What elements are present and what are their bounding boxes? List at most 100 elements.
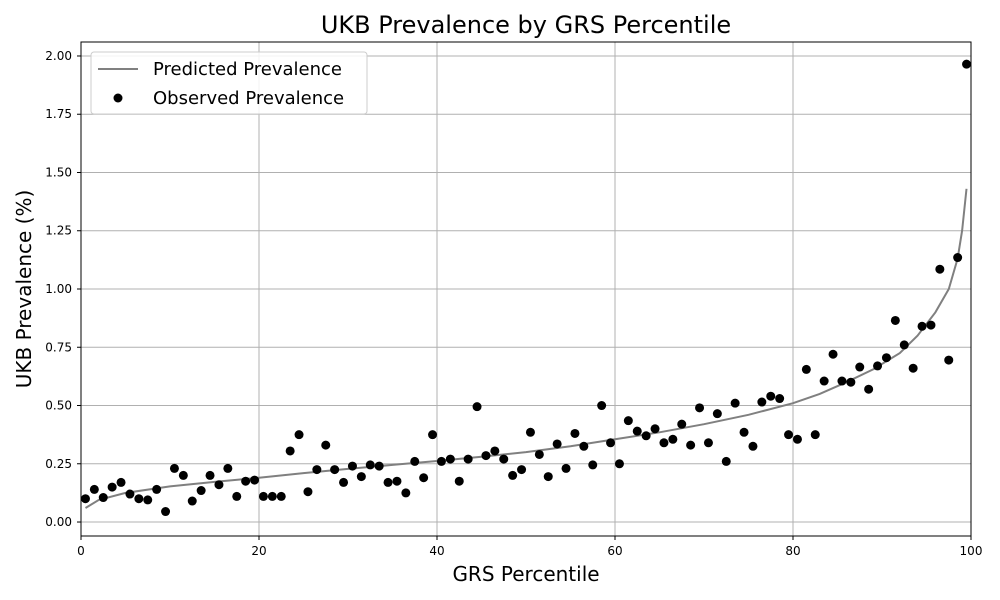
observed-point xyxy=(294,430,304,440)
observed-point xyxy=(855,362,865,372)
x-axis-label: GRS Percentile xyxy=(452,562,599,586)
observed-point xyxy=(766,391,776,401)
observed-point xyxy=(792,434,802,444)
observed-point xyxy=(428,430,438,440)
observed-point xyxy=(730,398,740,408)
y-tick-label: 0.25 xyxy=(45,457,72,471)
legend-label-observed: Observed Prevalence xyxy=(153,88,344,109)
observed-point xyxy=(178,470,188,480)
observed-point xyxy=(828,349,838,359)
observed-point xyxy=(846,377,856,387)
observed-point xyxy=(712,409,722,419)
observed-point xyxy=(837,376,847,386)
observed-point xyxy=(258,491,268,501)
observed-point xyxy=(80,494,90,504)
observed-point xyxy=(757,397,767,407)
observed-point xyxy=(410,456,420,466)
observed-point xyxy=(321,440,331,450)
observed-point xyxy=(125,489,135,499)
observed-point xyxy=(552,439,562,449)
y-tick-label: 1.50 xyxy=(45,165,72,179)
observed-point xyxy=(472,402,482,412)
observed-point xyxy=(873,361,883,371)
y-tick-label: 1.00 xyxy=(45,282,72,296)
observed-point xyxy=(339,477,349,487)
observed-point xyxy=(703,438,713,448)
observed-point xyxy=(926,320,936,330)
observed-point xyxy=(401,488,411,498)
observed-point xyxy=(134,494,144,504)
legend-label-predicted: Predicted Prevalence xyxy=(153,59,342,80)
observed-point xyxy=(775,394,785,404)
y-tick-label: 0.50 xyxy=(45,399,72,413)
observed-point xyxy=(579,441,589,451)
chart-title: UKB Prevalence by GRS Percentile xyxy=(321,11,731,39)
observed-point xyxy=(801,364,811,374)
observed-point xyxy=(365,460,375,470)
y-tick-label: 2.00 xyxy=(45,49,72,63)
observed-point xyxy=(944,355,954,365)
observed-point xyxy=(223,463,233,473)
observed-point xyxy=(614,459,624,469)
observed-point xyxy=(864,384,874,394)
observed-point xyxy=(659,438,669,448)
observed-point xyxy=(899,340,909,350)
observed-point xyxy=(543,472,553,482)
observed-point xyxy=(205,470,215,480)
observed-point xyxy=(392,476,402,486)
observed-point xyxy=(695,403,705,413)
observed-point xyxy=(107,482,117,492)
observed-point xyxy=(98,493,108,503)
observed-point xyxy=(436,456,446,466)
observed-point xyxy=(917,321,927,331)
legend: Predicted Prevalence Observed Prevalence xyxy=(90,51,368,115)
observed-point xyxy=(686,440,696,450)
observed-point xyxy=(908,363,918,373)
observed-point xyxy=(641,431,651,441)
observed-point xyxy=(169,463,179,473)
observed-point xyxy=(819,376,829,386)
observed-point xyxy=(632,426,642,436)
observed-point xyxy=(276,491,286,501)
observed-point xyxy=(668,434,678,444)
observed-point xyxy=(739,427,749,437)
observed-point xyxy=(89,484,99,494)
observed-point xyxy=(454,476,464,486)
observed-point xyxy=(187,496,197,506)
observed-point xyxy=(383,477,393,487)
predicted-prevalence-line xyxy=(84,188,968,509)
observed-point xyxy=(312,465,322,475)
y-tick-label: 1.25 xyxy=(45,224,72,238)
observed-point xyxy=(606,438,616,448)
observed-point xyxy=(196,486,206,496)
observed-point xyxy=(214,480,224,490)
observed-point xyxy=(677,419,687,429)
y-tick-label: 0.75 xyxy=(45,340,72,354)
observed-point xyxy=(623,416,633,426)
observed-point xyxy=(116,477,126,487)
observed-point xyxy=(810,430,820,440)
x-tick-label: 20 xyxy=(251,544,266,558)
observed-point xyxy=(499,454,509,464)
observed-point xyxy=(267,491,277,501)
y-tick-label: 0.00 xyxy=(45,515,72,529)
observed-point xyxy=(152,484,162,494)
observed-point xyxy=(890,315,900,325)
observed-point xyxy=(953,253,963,263)
y-tick-label: 1.75 xyxy=(45,107,72,121)
observed-point xyxy=(285,446,295,456)
observed-point xyxy=(463,454,473,464)
observed-point xyxy=(650,424,660,434)
observed-point xyxy=(490,446,500,456)
y-axis-label: UKB Prevalence (%) xyxy=(12,190,36,389)
observed-point xyxy=(881,353,891,363)
observed-point xyxy=(784,430,794,440)
observed-point xyxy=(570,428,580,438)
observed-point xyxy=(721,456,731,466)
observed-point xyxy=(250,475,260,485)
observed-point xyxy=(241,476,251,486)
observed-point xyxy=(935,264,945,274)
legend-box xyxy=(90,51,368,115)
observed-point xyxy=(232,491,242,501)
